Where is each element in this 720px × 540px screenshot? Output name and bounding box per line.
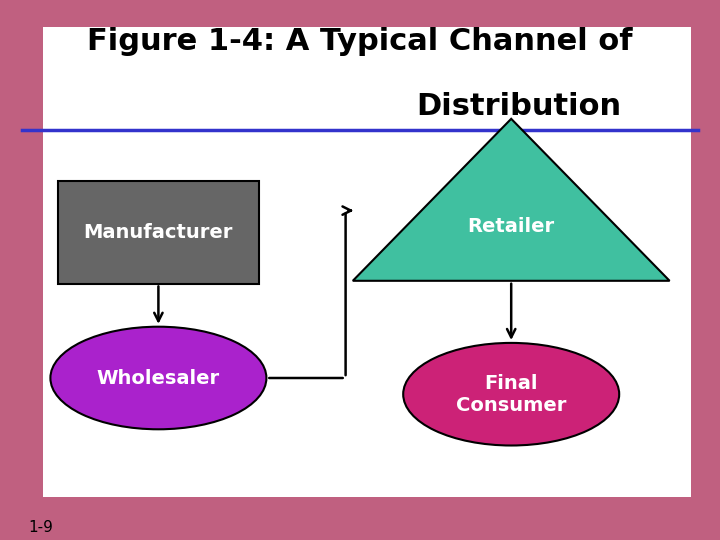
Text: Retailer: Retailer bbox=[467, 217, 555, 237]
Polygon shape bbox=[353, 119, 670, 281]
Text: Manufacturer: Manufacturer bbox=[84, 222, 233, 242]
Text: Distribution: Distribution bbox=[416, 92, 621, 121]
Text: 1-9: 1-9 bbox=[29, 519, 54, 535]
Text: Figure 1-4: A Typical Channel of: Figure 1-4: A Typical Channel of bbox=[87, 27, 633, 56]
Ellipse shape bbox=[403, 343, 619, 445]
Ellipse shape bbox=[50, 327, 266, 429]
Text: Final
Consumer: Final Consumer bbox=[456, 374, 567, 415]
FancyBboxPatch shape bbox=[58, 181, 259, 284]
Text: Wholesaler: Wholesaler bbox=[96, 368, 220, 388]
